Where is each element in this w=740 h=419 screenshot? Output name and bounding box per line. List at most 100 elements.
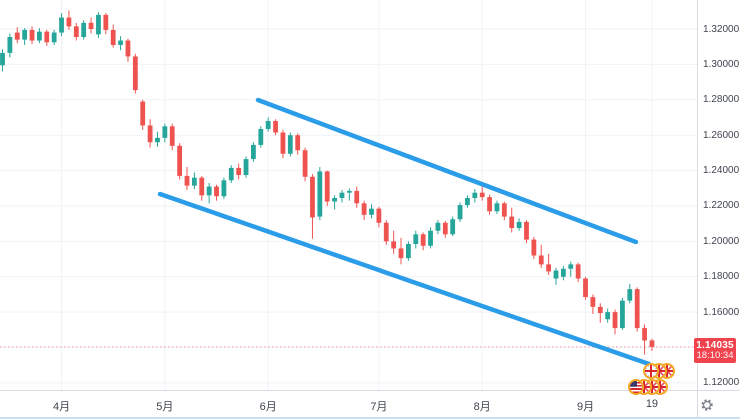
x-axis-label: 7月	[370, 401, 388, 413]
trend-channel[interactable]	[157, 97, 652, 367]
candle	[251, 144, 256, 160]
candle	[324, 171, 330, 202]
candle	[376, 208, 382, 223]
candle	[428, 230, 433, 246]
candle	[442, 222, 448, 235]
y-axis-label: 1.12000	[703, 377, 740, 389]
candle	[568, 264, 574, 269]
candle	[177, 145, 183, 176]
candle	[169, 126, 175, 146]
candle	[332, 198, 337, 202]
gb-flag-icon[interactable]	[643, 363, 659, 379]
candle	[14, 32, 20, 40]
candle	[575, 264, 581, 279]
x-axis-label: 4月	[52, 401, 71, 413]
candle	[487, 197, 492, 212]
candle	[560, 268, 566, 277]
gridlines	[0, 0, 697, 390]
candle	[339, 192, 345, 199]
candle	[221, 180, 227, 197]
candle	[509, 216, 515, 229]
candle	[206, 186, 212, 196]
candle	[66, 17, 72, 27]
candle	[125, 40, 131, 57]
candle	[132, 56, 138, 91]
candle	[479, 192, 485, 198]
bar-countdown: 18:10:34	[696, 350, 734, 361]
candle	[361, 203, 367, 215]
candle	[162, 126, 168, 138]
candle	[155, 137, 160, 143]
candle	[406, 244, 411, 259]
candle	[346, 190, 352, 193]
candle	[391, 241, 397, 249]
candle	[420, 234, 426, 246]
candle	[44, 31, 50, 43]
candle	[524, 221, 529, 240]
candle	[81, 22, 87, 37]
candle	[287, 135, 293, 154]
candle	[590, 297, 596, 307]
candle	[214, 186, 219, 197]
candle	[634, 289, 640, 329]
candle	[531, 239, 537, 256]
candles-series	[0, 10, 655, 355]
candle	[37, 31, 42, 41]
last-price-value: 1.14035	[696, 340, 734, 351]
candle	[29, 29, 35, 41]
us-flag-icon[interactable]	[628, 379, 644, 395]
candle	[310, 176, 315, 218]
candle	[96, 14, 101, 35]
candle	[22, 29, 28, 40]
channel-lower[interactable]	[157, 191, 652, 367]
bottom-progress-strip	[0, 416, 740, 419]
y-axis-label: 1.16000	[703, 306, 740, 318]
candle	[435, 222, 441, 231]
candle	[472, 192, 478, 199]
candle	[501, 203, 507, 217]
candle	[465, 198, 470, 206]
candle	[59, 17, 64, 33]
event-flags-row-2[interactable]	[628, 379, 668, 395]
y-axis-label: 1.20000	[703, 235, 740, 247]
x-axis-label: 9月	[576, 401, 595, 413]
channel-upper[interactable]	[255, 97, 639, 245]
candle	[612, 312, 618, 329]
candle	[110, 29, 116, 45]
candle	[51, 32, 57, 43]
candle	[140, 101, 146, 126]
event-flags-row-1[interactable]	[643, 363, 675, 379]
candle	[383, 222, 389, 242]
candle	[583, 278, 588, 298]
candle	[228, 167, 234, 181]
candle	[295, 135, 301, 151]
candle	[627, 289, 633, 301]
candle	[7, 36, 13, 53]
candle	[457, 205, 463, 220]
candle	[620, 300, 625, 329]
y-axis-label: 1.24000	[703, 165, 740, 177]
candle	[317, 171, 323, 217]
candle	[103, 14, 109, 30]
candle	[553, 270, 559, 279]
y-axis-label: 1.32000	[703, 23, 740, 35]
candle	[597, 306, 603, 314]
x-axis-label: 6月	[259, 401, 277, 413]
candle	[302, 150, 308, 177]
y-axis-label: 1.22000	[703, 200, 740, 212]
candle	[199, 177, 205, 196]
x-axis-label: 8月	[473, 401, 491, 413]
x-axis-label: 5月	[156, 401, 174, 413]
y-axis-label: 1.26000	[703, 129, 740, 141]
candle	[273, 121, 278, 133]
candle	[73, 26, 79, 37]
candle	[546, 264, 552, 272]
candle	[258, 128, 264, 145]
candle	[398, 248, 404, 259]
candle	[642, 328, 647, 341]
gear-icon[interactable]	[700, 398, 714, 412]
candle	[265, 121, 271, 129]
candle	[118, 40, 123, 45]
